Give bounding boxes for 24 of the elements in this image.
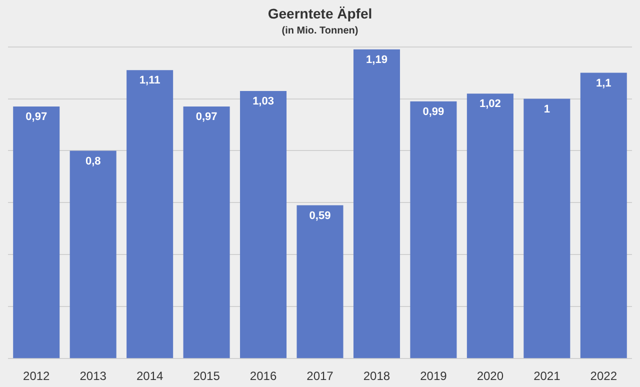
x-tick-label: 2018 [363,369,390,384]
data-label: 0,59 [309,210,331,222]
x-tick-label: 2017 [306,369,334,384]
x-tick-label: 2021 [534,369,561,384]
data-label: 0,99 [422,106,444,118]
data-label: 1,03 [252,96,274,108]
data-label: 1 [544,103,550,116]
chart-title: Geerntete Äpfel [268,5,372,22]
data-label: 1,11 [139,74,160,87]
chart-subtitle: (in Mio. Tonnen) [282,26,358,37]
data-label: 0,97 [26,111,48,124]
x-tick-label: 2012 [23,369,50,384]
x-tick-label: 2016 [250,369,277,384]
data-label: 1,19 [366,54,388,66]
x-tick-label: 2015 [193,369,220,384]
x-tick-label: 2014 [136,369,164,384]
data-label: 0,8 [85,155,101,168]
x-tick-label: 2013 [80,369,107,384]
data-label: 0,97 [196,111,218,124]
x-tick-label: 2019 [420,369,448,384]
x-tick-label: 2022 [590,369,618,384]
x-tick-label: 2020 [476,369,504,384]
data-label: 1,02 [479,98,501,110]
data-label: 1,1 [596,77,612,90]
